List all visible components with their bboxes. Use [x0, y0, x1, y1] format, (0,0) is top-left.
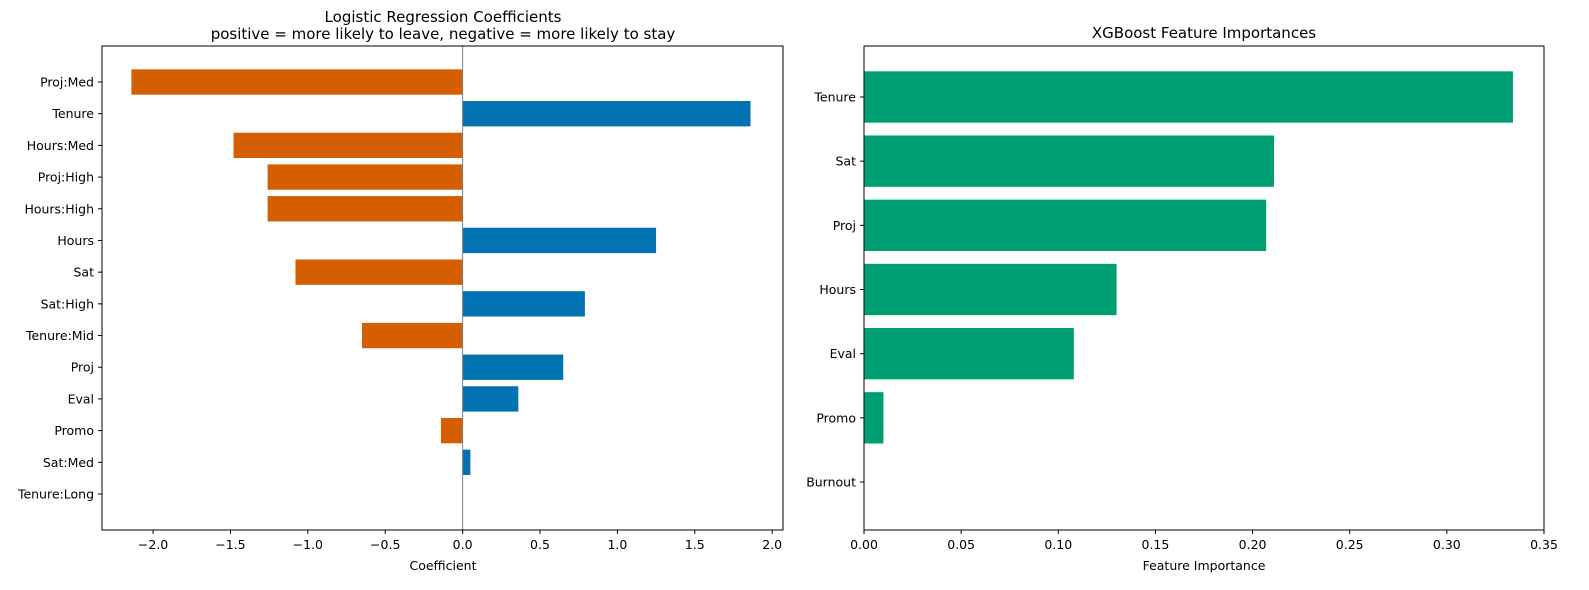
- y-tick-label: Burnout: [806, 475, 856, 490]
- x-tick-label: −2.0: [138, 537, 168, 552]
- x-tick-label: −0.5: [370, 537, 400, 552]
- x-tick-label: 0.5: [530, 537, 550, 552]
- left-x-axis-label: Coefficient: [409, 558, 476, 573]
- y-tick-label: Proj: [833, 218, 856, 233]
- y-tick-label: Promo: [816, 410, 856, 425]
- bar-promo: [864, 392, 884, 444]
- bar-sat-high: [462, 291, 585, 317]
- y-tick-label: Tenure: [813, 90, 856, 105]
- bar-hours-med: [233, 132, 463, 159]
- y-tick-label: Proj: [71, 360, 94, 375]
- left-chart-title: Logistic Regression Coefficients: [325, 8, 562, 26]
- x-tick-label: 0.15: [1142, 537, 1170, 552]
- logistic-coefficients-panel: Logistic Regression Coefficients positiv…: [17, 8, 784, 573]
- right-plot-area: Tenure Sat Proj Hours Eval Promo Burnout 0.00 0.…: [806, 45, 1558, 552]
- axes-frame: [101, 45, 784, 531]
- axes-frame: [863, 45, 1545, 531]
- y-tick-label: Sat:Med: [43, 455, 94, 470]
- bar-hours-high: [267, 196, 463, 222]
- bar-proj: [462, 354, 564, 380]
- bar-hours: [462, 227, 657, 254]
- bar-promo: [440, 417, 463, 444]
- y-tick-label: Proj:Med: [40, 75, 94, 90]
- x-tick-label: 0.00: [850, 537, 878, 552]
- xgboost-importances-panel: XGBoost Feature Importances Tenure Sat Pro…: [806, 24, 1558, 573]
- x-tick-label: −1.0: [293, 537, 323, 552]
- x-tick-label: 0.25: [1336, 537, 1364, 552]
- x-tick-label: 0.10: [1044, 537, 1072, 552]
- bar-sat-med: [462, 449, 471, 475]
- bar-tenure-mid: [362, 322, 463, 349]
- y-tick-label: Tenure:Long: [17, 487, 94, 502]
- y-tick-label: Hours: [57, 233, 94, 248]
- x-tick-label: 0.20: [1239, 537, 1267, 552]
- y-tick-label: Hours:Med: [27, 138, 94, 153]
- y-tick-label: Sat: [836, 154, 857, 169]
- y-tick-label: Eval: [68, 391, 94, 406]
- right-chart-title: XGBoost Feature Importances: [1092, 24, 1316, 42]
- x-tick-label: 0.05: [947, 537, 975, 552]
- y-tick-label: Sat: [74, 265, 95, 280]
- x-tick-label: 0.0: [453, 537, 473, 552]
- bar-eval: [864, 328, 1074, 380]
- right-x-axis-label: Feature Importance: [1143, 558, 1266, 573]
- x-tick-label: 1.5: [685, 537, 705, 552]
- left-chart-subtitle: positive = more likely to leave, negativ…: [211, 25, 676, 43]
- bar-proj-med: [131, 69, 463, 95]
- bar-proj: [864, 199, 1267, 251]
- bar-proj-high: [267, 164, 463, 190]
- bar-hours: [864, 263, 1117, 316]
- bar-tenure: [864, 71, 1513, 123]
- y-tick-label: Tenure: [51, 106, 94, 121]
- y-tick-label: Sat:High: [41, 296, 94, 311]
- x-tick-label: 0.30: [1433, 537, 1461, 552]
- y-tick-label: Eval: [830, 346, 856, 361]
- bar-sat: [864, 135, 1274, 187]
- x-tick-label: −1.5: [215, 537, 245, 552]
- bar-eval: [462, 386, 519, 412]
- x-tick-label: 2.0: [762, 537, 782, 552]
- y-tick-label: Proj:High: [38, 170, 94, 185]
- left-plot-area: Proj:Med Tenure Hours:Med Proj:High Hours:Hi…: [17, 45, 784, 552]
- y-tick-label: Hours:High: [24, 201, 94, 216]
- bar-tenure: [462, 101, 751, 127]
- bar-sat: [295, 259, 463, 285]
- y-tick-label: Hours: [819, 282, 856, 297]
- y-tick-label: Tenure:Mid: [25, 328, 94, 343]
- x-tick-label: 0.35: [1530, 537, 1558, 552]
- x-tick-label: 1.0: [607, 537, 627, 552]
- y-tick-label: Promo: [54, 423, 94, 438]
